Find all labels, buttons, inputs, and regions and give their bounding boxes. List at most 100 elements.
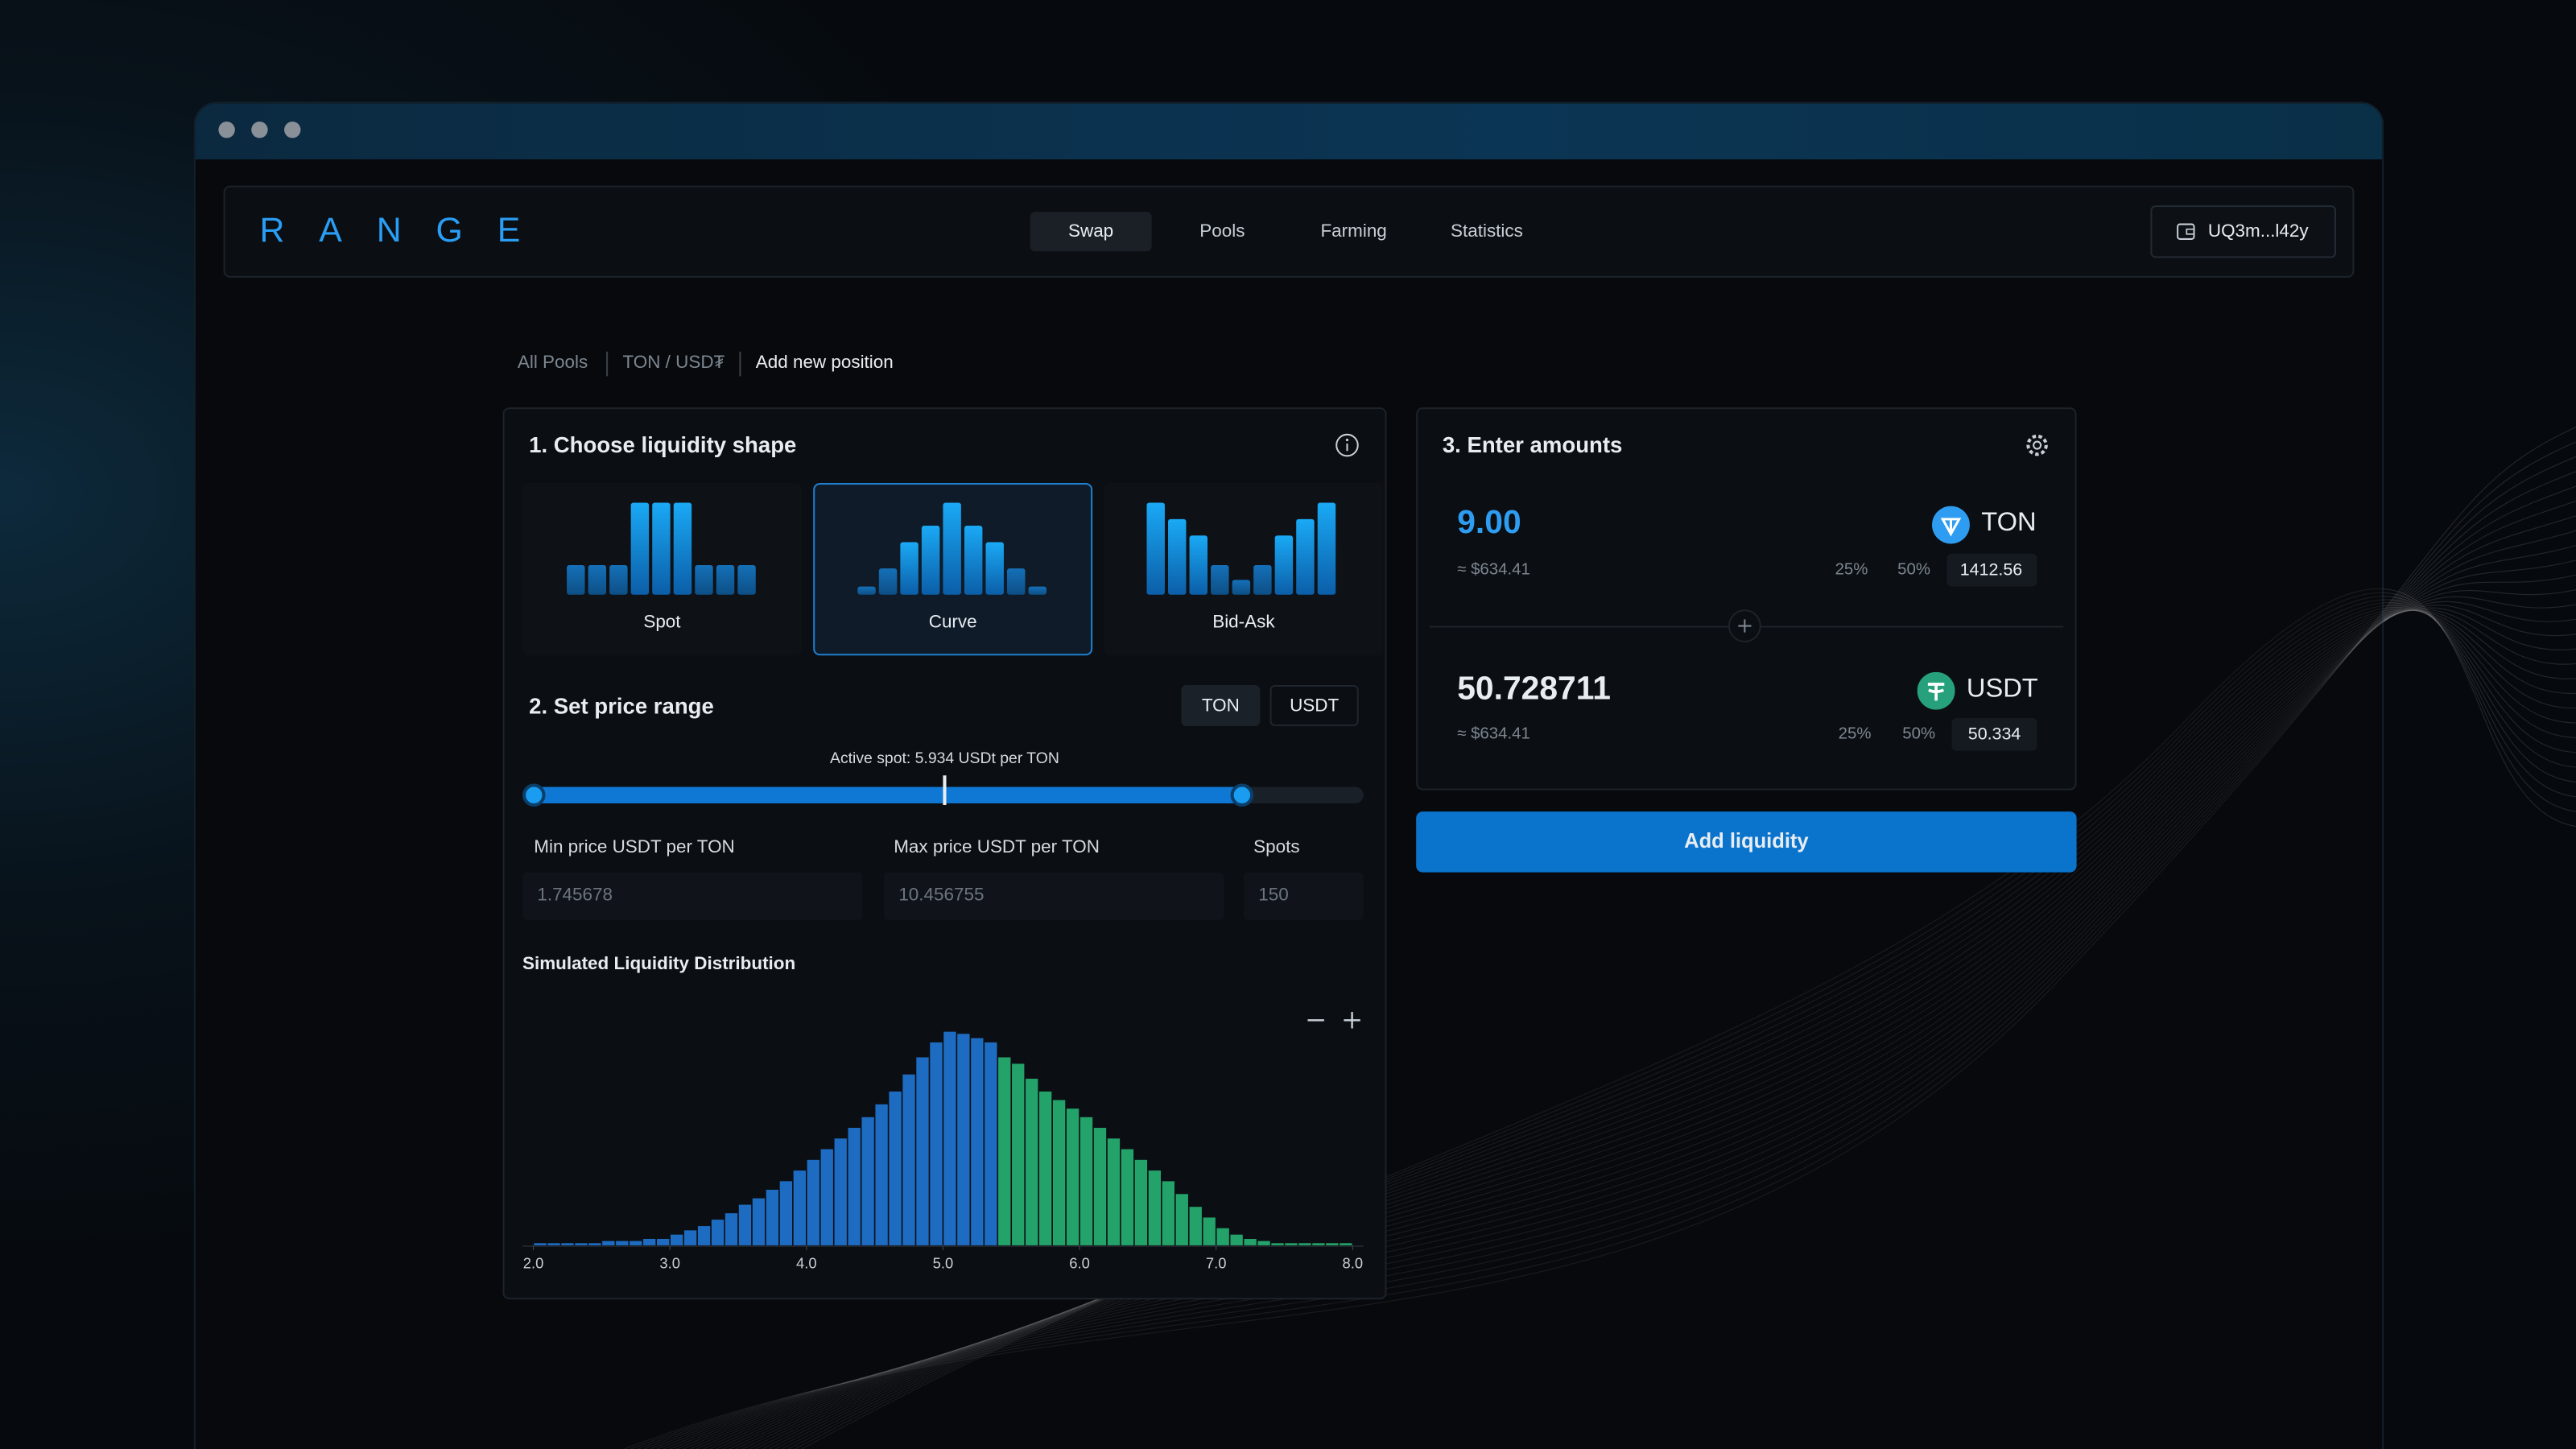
shape-icon-bar [900, 542, 919, 595]
shape-icon-bar [1168, 518, 1187, 595]
separator [606, 351, 609, 377]
wave-line [630, 441, 2576, 1449]
nav-link[interactable]: Farming [1320, 221, 1387, 242]
shape-icon-bar [1253, 565, 1272, 595]
breadcrumb-link[interactable]: All Pools [517, 353, 588, 374]
shape-icon-bar [716, 565, 735, 595]
shape-icon-bar [567, 565, 585, 595]
amount-input[interactable]: 50.728711 [1457, 671, 1611, 708]
nav-link[interactable]: Pools [1199, 221, 1245, 242]
wallet-icon [2177, 223, 2195, 240]
token-toggle[interactable]: TON [1201, 696, 1240, 716]
wave-line [624, 427, 2576, 1449]
spot-marker [943, 775, 946, 805]
shape-icon-bar [921, 526, 940, 595]
balance[interactable]: 50.334 [1967, 724, 2021, 745]
add-liquidity-button[interactable] [1416, 811, 2077, 873]
zoom-in[interactable] [1342, 1010, 1361, 1030]
info-icon[interactable] [1334, 432, 1360, 459]
usdt-icon [1917, 671, 1955, 710]
wave-line [683, 559, 2576, 1449]
section-title: 1. Choose liquidity shape [529, 432, 797, 458]
wave-line [689, 574, 2576, 1449]
wave-line [643, 471, 2576, 1449]
wave-line [663, 515, 2576, 1449]
shape-label[interactable]: Bid-Ask [1212, 613, 1275, 633]
shape-icon-bar [1211, 565, 1229, 595]
wave-line [657, 500, 2576, 1449]
token-toggle[interactable]: USDT [1290, 696, 1340, 716]
usd-value: ≈ $634.41 [1457, 560, 1530, 580]
window-dot [251, 122, 268, 138]
field-label: Spots [1253, 837, 1300, 858]
window-dot [284, 122, 301, 138]
nav-link[interactable]: Statistics [1451, 221, 1523, 242]
shape-icon-bar [964, 526, 983, 595]
section-title: 2. Set price range [529, 694, 714, 719]
wallet-address[interactable]: UQ3m...l42y [2207, 221, 2309, 242]
shape-icon-bar [878, 568, 898, 595]
token-toggle-active[interactable] [1181, 685, 1261, 727]
button-label[interactable]: Add liquidity [1684, 829, 1809, 853]
wave-line [676, 544, 2576, 1449]
preset[interactable]: 25% [1835, 560, 1868, 580]
field-label: Min price USDT per TON [534, 837, 735, 858]
wave-line [637, 456, 2576, 1449]
nav-link[interactable]: Swap [1068, 221, 1114, 242]
shape-icon-bar [652, 502, 671, 595]
shape-icon-bar [857, 586, 876, 595]
shape-icon-bar [1189, 535, 1208, 595]
slider-handle[interactable] [522, 783, 546, 807]
balance-bg[interactable] [1951, 717, 2037, 751]
slider-handle[interactable] [1230, 783, 1254, 807]
ton-icon [1932, 506, 1970, 544]
field-label: Max price USDT per TON [894, 837, 1100, 858]
plus-icon [1738, 619, 1752, 633]
shape-label[interactable]: Curve [928, 613, 977, 633]
preset[interactable]: 25% [1838, 725, 1872, 744]
shape-icon-bar [1007, 568, 1026, 595]
price-input[interactable] [522, 872, 863, 920]
shape-icon-bar [673, 502, 692, 595]
slider-range [534, 786, 1242, 803]
separator [739, 351, 741, 377]
shape-icon-bar [1274, 535, 1294, 595]
chart-title: Simulated Liquidity Distribution [522, 954, 796, 975]
wallet-button[interactable] [2150, 205, 2337, 258]
spots-input[interactable] [1243, 872, 1364, 920]
shape-icon-bar [1296, 518, 1315, 595]
breadcrumb-current: Add new position [755, 353, 894, 374]
balance[interactable]: 1412.56 [1959, 559, 2023, 580]
shape-label[interactable]: Spot [643, 613, 681, 633]
breadcrumb-link[interactable]: TON / USD₮ [622, 353, 725, 374]
shape-icon-bar [588, 565, 607, 595]
token-symbol: USDT [1966, 675, 2038, 704]
zoom-out[interactable] [1306, 1010, 1325, 1030]
usd-value: ≈ $634.41 [1457, 725, 1530, 744]
shape-icon-bar [1317, 502, 1336, 595]
input-value[interactable]: 150 [1258, 886, 1289, 906]
nav-active-bg [1030, 212, 1152, 252]
token-toggle-bg[interactable] [1269, 685, 1359, 727]
settings-icon[interactable] [2024, 432, 2050, 459]
input-value[interactable]: 1.745678 [537, 886, 613, 906]
shape-icon-bar [985, 542, 1004, 595]
preset[interactable]: 50% [1902, 725, 1936, 744]
active-spot: Active spot: 5.934 USDt per TON [830, 749, 1059, 769]
title-bar [195, 103, 2383, 159]
balance-bg[interactable] [1946, 553, 2037, 587]
shape-icon-bar [943, 502, 961, 595]
navbar [223, 185, 2355, 278]
wave-line [650, 485, 2576, 1449]
input-value[interactable]: 10.456755 [898, 886, 985, 906]
logo[interactable]: RANGE [259, 212, 555, 250]
price-input[interactable] [883, 872, 1224, 920]
shape-icon-bar [695, 565, 713, 595]
amount-input[interactable]: 9.00 [1457, 505, 1521, 542]
preset[interactable]: 50% [1897, 560, 1930, 580]
window-dot [218, 122, 235, 138]
shape-icon-bar [630, 502, 650, 595]
